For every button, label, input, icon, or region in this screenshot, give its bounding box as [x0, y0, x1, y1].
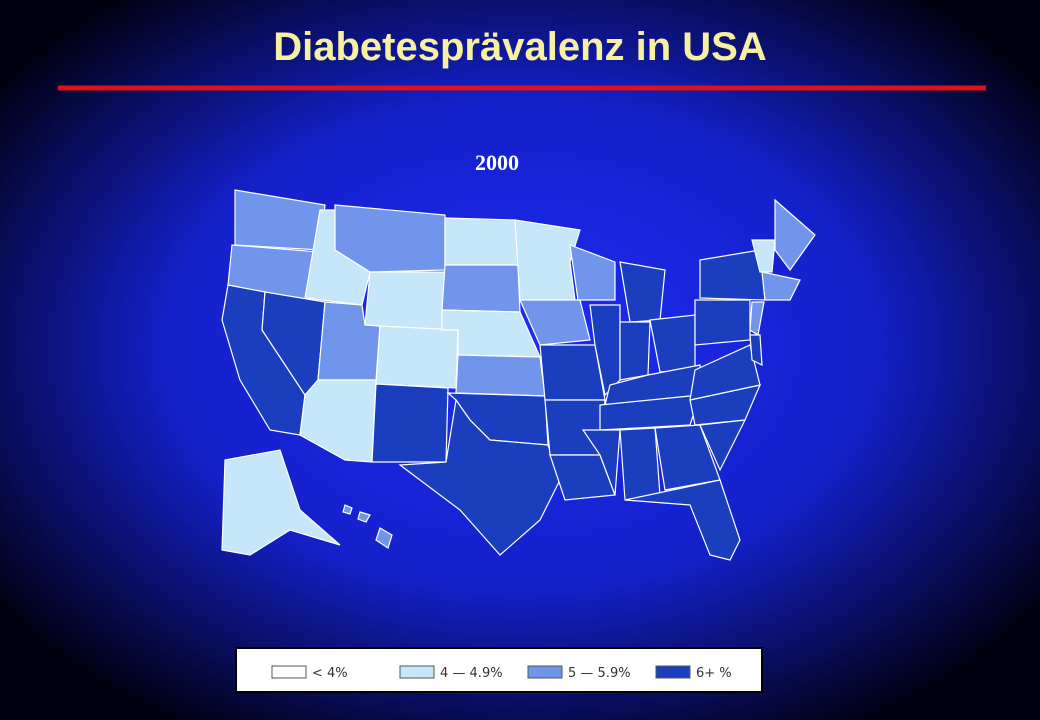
slide-title: Diabetesprävalenz in USA [273, 25, 767, 69]
state [375, 527, 393, 549]
state [519, 299, 591, 346]
state [334, 204, 446, 273]
state [619, 427, 661, 501]
state [441, 264, 521, 313]
state [375, 325, 459, 389]
legend-swatch [271, 665, 307, 679]
year-label: 2000 [475, 150, 519, 175]
state [364, 271, 446, 331]
state [751, 239, 776, 273]
legend-swatch [399, 665, 435, 679]
state [624, 479, 741, 561]
legend-label: 5 — 5.9% [568, 666, 631, 681]
legend-swatch [655, 665, 691, 679]
state [514, 219, 581, 301]
state [689, 344, 761, 401]
legend-swatch [527, 665, 563, 679]
legend: < 4% 4 — 4.9% 5 — 5.9% 6+ % [271, 665, 732, 681]
state [761, 271, 801, 301]
state [444, 217, 519, 266]
state [357, 511, 371, 523]
state [371, 383, 449, 463]
state [749, 334, 763, 367]
us-map [221, 189, 816, 561]
state [619, 321, 651, 381]
state [455, 354, 546, 397]
legend-label: 6+ % [696, 666, 732, 681]
state [342, 504, 353, 515]
state [581, 429, 621, 496]
state [599, 394, 701, 431]
legend-label: < 4% [312, 666, 348, 681]
state [694, 299, 751, 346]
state [569, 244, 616, 301]
state [774, 198, 816, 272]
state [539, 344, 606, 401]
legend-label: 4 — 4.9% [440, 666, 503, 681]
state [221, 449, 341, 556]
